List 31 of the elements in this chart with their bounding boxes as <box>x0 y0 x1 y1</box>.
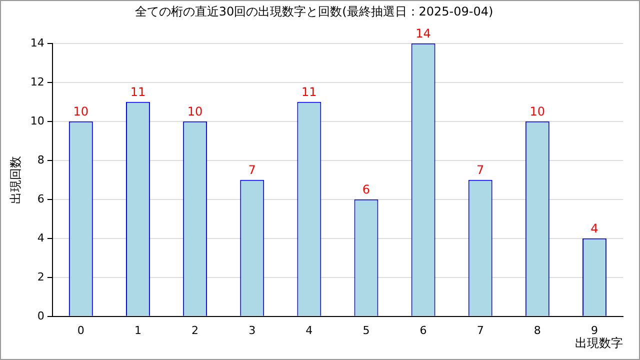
x-tick-label: 9 <box>590 324 598 337</box>
data-label: 11 <box>130 85 146 100</box>
data-label: 10 <box>187 104 203 119</box>
data-label: 4 <box>590 222 598 236</box>
y-tick-label: 0 <box>37 309 44 322</box>
x-axis-title: 出現数字 <box>575 336 623 350</box>
y-tick-label: 6 <box>37 192 44 206</box>
x-tick-label: 0 <box>77 324 84 337</box>
y-tick-label: 8 <box>37 153 44 166</box>
x-tick-label: 4 <box>306 324 313 337</box>
data-label: 7 <box>476 163 484 178</box>
y-tick-label: 12 <box>30 75 44 88</box>
y-tick-label: 10 <box>30 114 44 128</box>
data-label: 6 <box>362 182 370 197</box>
x-tick-label: 5 <box>362 324 370 337</box>
data-label: 10 <box>73 104 89 119</box>
y-tick-label: 14 <box>30 36 44 50</box>
data-label: 7 <box>248 163 256 178</box>
x-tick-label: 3 <box>248 324 256 337</box>
x-tick-label: 6 <box>420 324 427 337</box>
y-axis-title: 出現回数 <box>8 156 22 204</box>
x-tick-label: 1 <box>134 324 142 337</box>
x-tick-label: 8 <box>534 324 541 337</box>
y-tick-label: 2 <box>37 270 44 284</box>
data-label: 11 <box>302 85 317 100</box>
x-tick-label: 7 <box>476 324 484 337</box>
data-label: 10 <box>530 104 546 119</box>
data-label: 14 <box>416 26 431 41</box>
y-tick-label: 4 <box>37 231 44 244</box>
x-tick-label: 2 <box>192 324 199 337</box>
chart-title: 全ての桁の直近30回の出現数字と回数(最終抽選日：2025-09-04) <box>134 4 494 18</box>
